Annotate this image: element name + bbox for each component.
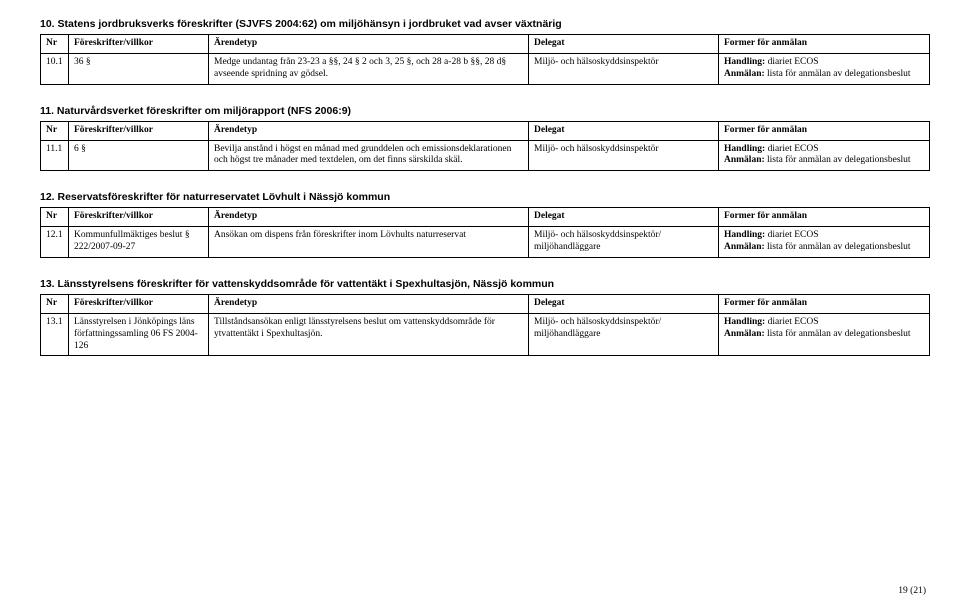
table-header-row: Nr Föreskrifter/villkor Ärendetyp Delega… — [41, 121, 930, 140]
table-row: 13.1 Länsstyrelsen i Jönköpings läns för… — [41, 313, 930, 356]
th-fv: Föreskrifter/villkor — [69, 35, 209, 54]
table-row: 10.1 36 § Medge undantag från 23-23 a §§… — [41, 53, 930, 84]
form-handling-text: diariet ECOS — [768, 57, 819, 67]
cell-nr: 11.1 — [41, 140, 69, 171]
section-10-title: 10. Statens jordbruksverks föreskrifter … — [40, 18, 930, 30]
cell-fv: 36 § — [69, 53, 209, 84]
th-at: Ärendetyp — [209, 35, 529, 54]
th-nr: Nr — [41, 121, 69, 140]
form-anmalan-text: lista för anmälan av delegationsbeslut — [767, 155, 911, 165]
th-at: Ärendetyp — [209, 294, 529, 313]
cell-form: Handling: diariet ECOS Anmälan: lista fö… — [719, 313, 930, 356]
form-anmalan-label: Anmälan: — [724, 329, 767, 339]
form-handling-text: diariet ECOS — [768, 317, 819, 327]
section-13-title: 13. Länsstyrelsens föreskrifter för vatt… — [40, 278, 930, 290]
form-handling-text: diariet ECOS — [768, 230, 819, 240]
section-12-title: 12. Reservatsföreskrifter för naturreser… — [40, 191, 930, 203]
th-form: Former för anmälan — [719, 294, 930, 313]
form-anmalan-label: Anmälan: — [724, 242, 767, 252]
form-anmalan-label: Anmälan: — [724, 69, 767, 79]
cell-form: Handling: diariet ECOS Anmälan: lista fö… — [719, 140, 930, 171]
form-handling-label: Handling: — [724, 317, 768, 327]
cell-form: Handling: diariet ECOS Anmälan: lista fö… — [719, 53, 930, 84]
cell-at: Tillståndsansökan enligt länsstyrelsens … — [209, 313, 529, 356]
cell-form: Handling: diariet ECOS Anmälan: lista fö… — [719, 227, 930, 258]
th-del: Delegat — [529, 208, 719, 227]
form-handling-text: diariet ECOS — [768, 144, 819, 154]
form-anmalan-text: lista för anmälan av delegationsbeslut — [767, 69, 911, 79]
form-handling-label: Handling: — [724, 230, 768, 240]
form-anmalan-label: Anmälan: — [724, 155, 767, 165]
form-handling-label: Handling: — [724, 144, 768, 154]
page: 10. Statens jordbruksverks föreskrifter … — [0, 0, 960, 606]
th-fv: Föreskrifter/villkor — [69, 294, 209, 313]
cell-at: Medge undantag från 23-23 a §§, 24 § 2 o… — [209, 53, 529, 84]
th-at: Ärendetyp — [209, 208, 529, 227]
form-anmalan-text: lista för anmälan av delegationsbeslut — [767, 329, 911, 339]
table-11: Nr Föreskrifter/villkor Ärendetyp Delega… — [40, 121, 930, 172]
table-header-row: Nr Föreskrifter/villkor Ärendetyp Delega… — [41, 208, 930, 227]
table-12: Nr Föreskrifter/villkor Ärendetyp Delega… — [40, 207, 930, 258]
th-fv: Föreskrifter/villkor — [69, 208, 209, 227]
th-nr: Nr — [41, 35, 69, 54]
cell-nr: 13.1 — [41, 313, 69, 356]
table-row: 11.1 6 § Bevilja anstånd i högst en måna… — [41, 140, 930, 171]
th-nr: Nr — [41, 208, 69, 227]
table-header-row: Nr Föreskrifter/villkor Ärendetyp Delega… — [41, 294, 930, 313]
cell-at: Bevilja anstånd i högst en månad med gru… — [209, 140, 529, 171]
cell-fv: Kommunfullmäktiges beslut § 222/2007-09-… — [69, 227, 209, 258]
th-fv: Föreskrifter/villkor — [69, 121, 209, 140]
th-form: Former för anmälan — [719, 35, 930, 54]
cell-nr: 10.1 — [41, 53, 69, 84]
th-form: Former för anmälan — [719, 121, 930, 140]
cell-del: Miljö- och hälsoskyddsinspektör — [529, 53, 719, 84]
th-del: Delegat — [529, 294, 719, 313]
form-handling-label: Handling: — [724, 57, 768, 67]
cell-del: Miljö- och hälsoskyddsinspektör — [529, 140, 719, 171]
cell-del: Miljö- och hälsoskyddsinspektör/ miljöha… — [529, 313, 719, 356]
cell-at: Ansökan om dispens från föreskrifter ino… — [209, 227, 529, 258]
table-row: 12.1 Kommunfullmäktiges beslut § 222/200… — [41, 227, 930, 258]
th-nr: Nr — [41, 294, 69, 313]
page-number: 19 (21) — [898, 586, 926, 596]
th-del: Delegat — [529, 35, 719, 54]
cell-nr: 12.1 — [41, 227, 69, 258]
cell-fv: 6 § — [69, 140, 209, 171]
cell-del: Miljö- och hälsoskyddsinspektör/ miljöha… — [529, 227, 719, 258]
section-11-title: 11. Naturvårdsverket föreskrifter om mil… — [40, 105, 930, 117]
th-at: Ärendetyp — [209, 121, 529, 140]
cell-fv: Länsstyrelsen i Jönköpings läns författn… — [69, 313, 209, 356]
table-13: Nr Föreskrifter/villkor Ärendetyp Delega… — [40, 294, 930, 357]
th-del: Delegat — [529, 121, 719, 140]
table-10: Nr Föreskrifter/villkor Ärendetyp Delega… — [40, 34, 930, 85]
table-header-row: Nr Föreskrifter/villkor Ärendetyp Delega… — [41, 35, 930, 54]
th-form: Former för anmälan — [719, 208, 930, 227]
form-anmalan-text: lista för anmälan av delegationsbeslut — [767, 242, 911, 252]
